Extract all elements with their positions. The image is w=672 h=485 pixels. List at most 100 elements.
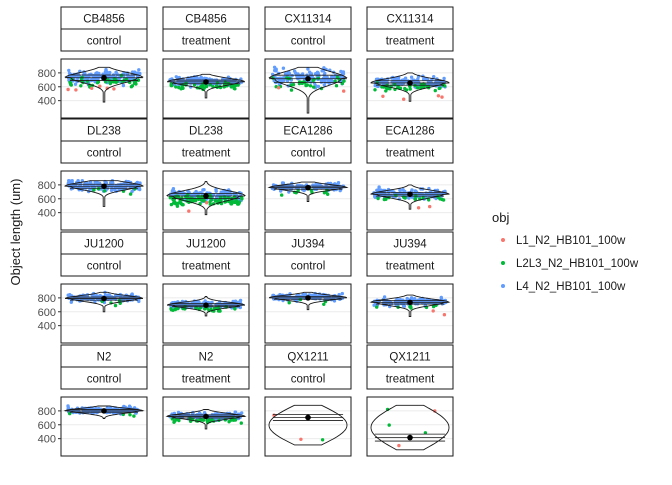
mean-point [305, 184, 311, 191]
data-point [382, 197, 386, 202]
data-point [68, 80, 72, 85]
data-point [299, 437, 303, 441]
violin-outline [167, 73, 245, 99]
y-axis-label: Object length (um) [8, 179, 23, 286]
legend-label: L4_N2_HB101_100w [516, 281, 626, 293]
legend-label: L1_N2_HB101_100w [516, 235, 626, 247]
data-point [372, 303, 376, 307]
mean-point [407, 80, 413, 86]
data-point [113, 303, 118, 308]
facet-panel: CX11314 treatment [366, 6, 454, 119]
data-point [281, 66, 286, 70]
data-point [90, 86, 94, 91]
strip-condition-box [366, 366, 454, 390]
strip-strain-label: JU1200 [186, 239, 226, 251]
data-point [283, 72, 288, 76]
strip-condition-box [264, 140, 352, 164]
violin-outline [268, 66, 348, 114]
data-point [428, 204, 432, 209]
data-point [76, 179, 80, 183]
data-point [136, 78, 141, 82]
data-point [337, 293, 341, 297]
y-tick-label: 800 [38, 406, 56, 418]
mean-point [101, 74, 107, 81]
data-point [128, 192, 133, 196]
y-tick-label: 600 [38, 420, 56, 432]
facet-panel: JU1200 treatment [162, 231, 250, 344]
strip-strain-label: N2 [199, 352, 214, 364]
violin-outline [267, 181, 349, 202]
data-point [413, 189, 418, 193]
legend-label: L2L3_N2_HB101_100w [516, 258, 639, 270]
strip-condition-label: control [291, 148, 326, 160]
data-point [201, 418, 206, 422]
data-point [92, 188, 96, 192]
y-tick-label: 800 [38, 293, 56, 305]
data-point [215, 195, 219, 199]
y-tick-label: 400 [38, 96, 56, 108]
data-point [73, 82, 78, 87]
mean-point [203, 193, 209, 199]
mean-point [203, 79, 209, 85]
data-point [301, 75, 305, 79]
data-point [272, 65, 277, 70]
data-point [229, 418, 233, 422]
strip-condition-box [264, 253, 352, 277]
plot-background [61, 171, 147, 230]
legend-key [501, 284, 505, 288]
data-point [442, 313, 447, 317]
data-point [96, 187, 101, 191]
data-point [437, 86, 441, 91]
y-tick-label: 800 [38, 68, 56, 80]
data-point [413, 83, 417, 88]
data-points [385, 407, 437, 448]
data-point [186, 189, 190, 193]
strip-condition-label: control [291, 36, 326, 48]
data-point [404, 88, 409, 92]
data-point [327, 78, 331, 83]
data-point [135, 71, 140, 75]
facet-panel: JU394 treatment [366, 231, 454, 344]
panel-border [366, 283, 454, 344]
facet-panel: JU1200 control 400 600 800 [38, 231, 148, 344]
legend-title: obj [492, 210, 509, 225]
data-point [296, 75, 300, 79]
facet-panel: QX1211 control [264, 344, 352, 457]
data-point [280, 79, 284, 83]
data-point [409, 304, 413, 309]
strip-condition-box [60, 28, 148, 52]
plot-background [367, 171, 453, 230]
facet-panel: CB4856 control 400 600 800 [38, 6, 148, 119]
data-point [377, 185, 381, 189]
data-point [169, 202, 174, 207]
data-point [202, 199, 206, 203]
data-point [342, 79, 346, 83]
panel-border [60, 58, 148, 119]
data-point [322, 302, 326, 306]
data-point [415, 86, 420, 90]
data-point [320, 69, 324, 73]
plot-background [61, 397, 147, 456]
data-point [413, 197, 418, 201]
data-point [422, 85, 426, 89]
strip-strain-label: ECA1286 [283, 126, 332, 138]
data-point [98, 84, 102, 88]
data-point [304, 83, 308, 88]
data-point [322, 66, 326, 70]
data-point [436, 94, 441, 98]
data-point [276, 86, 281, 90]
plot-background [265, 284, 351, 343]
data-point [439, 295, 443, 300]
data-point [402, 304, 407, 308]
data-point [85, 181, 89, 186]
y-tick-label: 400 [38, 434, 56, 446]
y-tick-label: 400 [38, 208, 56, 220]
violin-outline [167, 296, 245, 317]
plot-background [265, 171, 351, 230]
panel-border [60, 396, 148, 457]
data-point [316, 76, 320, 80]
data-point [213, 198, 218, 203]
data-point [398, 188, 402, 192]
y-tick-label: 600 [38, 82, 56, 94]
violin-outline [269, 291, 347, 311]
